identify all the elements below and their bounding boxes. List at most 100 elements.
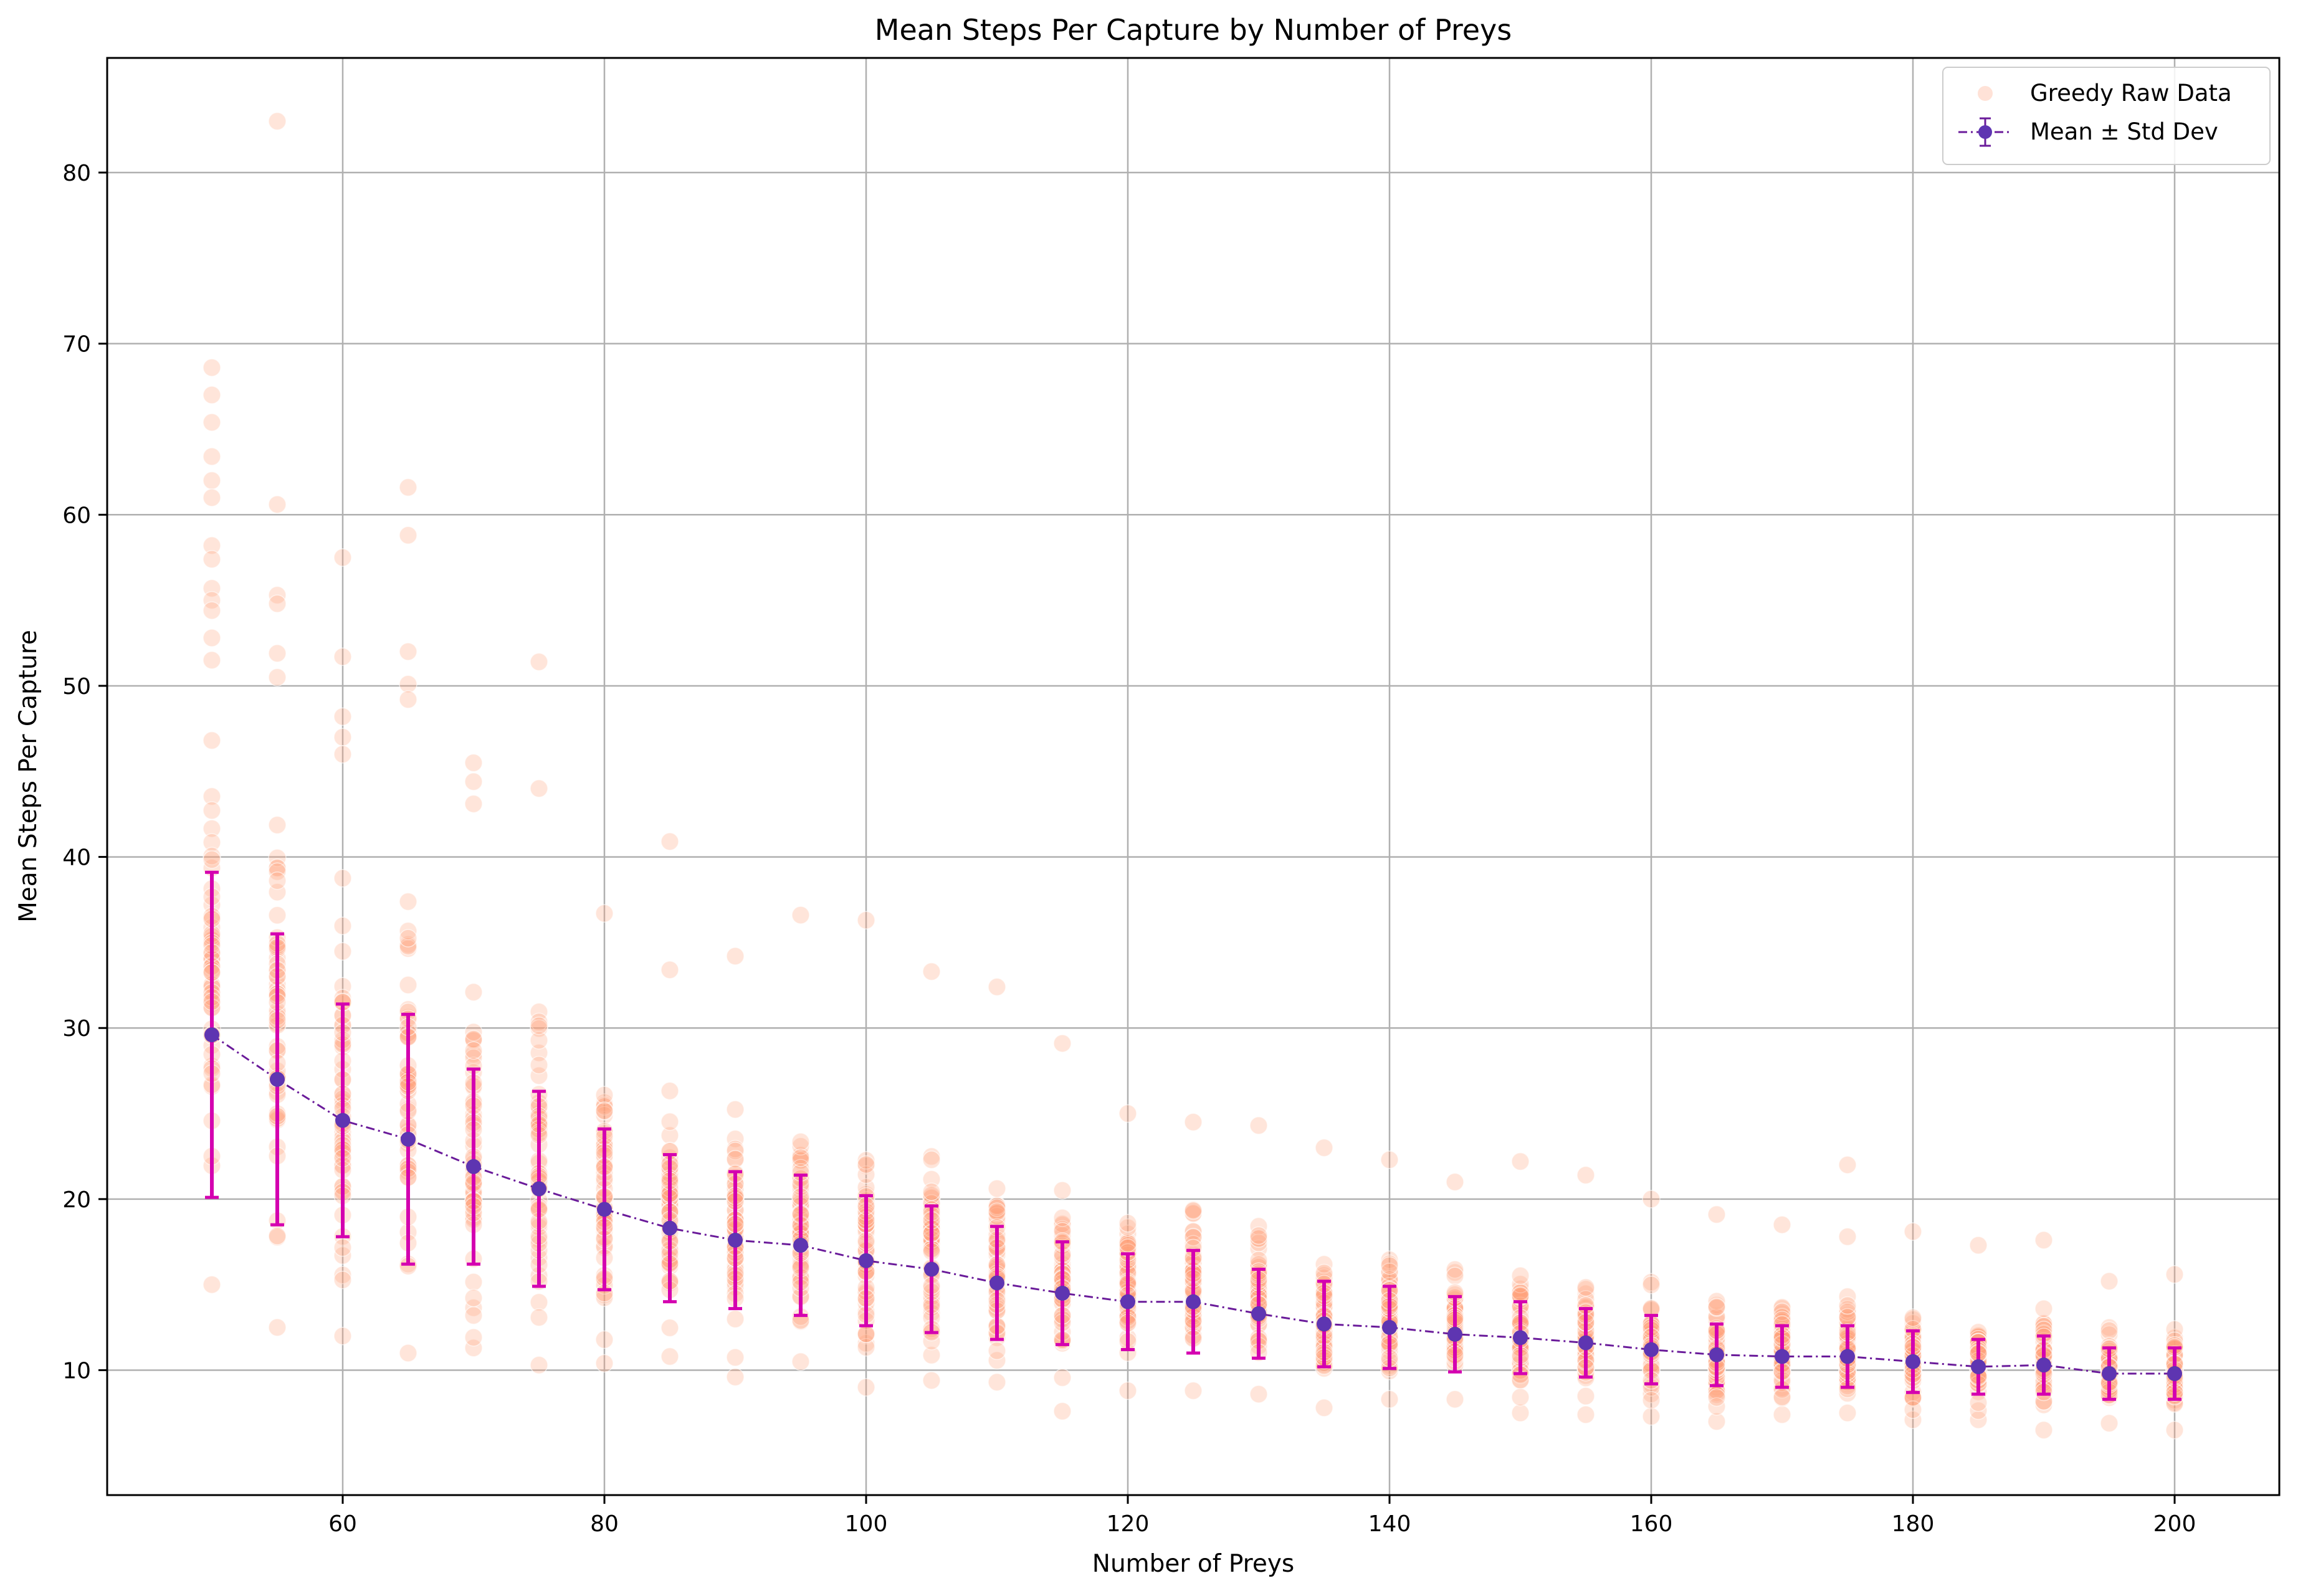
mean-point (1186, 1294, 1201, 1309)
raw-point (660, 961, 679, 979)
x-tick-label: 60 (328, 1511, 357, 1537)
raw-point (2165, 1265, 2184, 1284)
legend: Greedy Raw Data Mean ± Std Dev (1942, 67, 2271, 165)
legend-box (1942, 67, 2271, 165)
raw-point (988, 1341, 1006, 1361)
raw-point (203, 850, 221, 869)
raw-point (1184, 1201, 1203, 1220)
mean-point (793, 1238, 808, 1253)
y-tick-label: 40 (62, 845, 91, 871)
x-tick-label: 160 (1630, 1511, 1673, 1537)
raw-point (203, 488, 221, 507)
raw-point (595, 1330, 614, 1349)
raw-point (660, 1126, 679, 1145)
raw-point (530, 652, 548, 672)
y-tick-label: 70 (62, 332, 91, 358)
raw-point (399, 929, 417, 948)
mean-point (728, 1232, 743, 1248)
raw-point (203, 591, 221, 610)
raw-point (857, 911, 875, 929)
raw-point (857, 1155, 875, 1174)
raw-point (1184, 1381, 1203, 1400)
error-bars (205, 870, 2181, 1401)
mean-point (859, 1253, 874, 1268)
raw-point (333, 1270, 352, 1290)
raw-point (203, 801, 221, 820)
raw-point (464, 1041, 483, 1060)
x-tick-label: 120 (1107, 1511, 1150, 1537)
mean-point (2036, 1357, 2051, 1373)
raw-point (1249, 1385, 1268, 1404)
mean-point (1120, 1294, 1135, 1309)
mean-point (1317, 1316, 1332, 1332)
raw-point (595, 1354, 614, 1373)
raw-point (464, 1328, 483, 1347)
mean-point (1840, 1349, 1855, 1364)
raw-point (268, 668, 287, 686)
raw-point (1969, 1393, 1988, 1412)
x-tick-label: 80 (590, 1511, 619, 1537)
raw-point (1773, 1303, 1791, 1321)
raw-point (268, 815, 287, 835)
raw-point (857, 1338, 875, 1357)
raw-point (530, 1356, 548, 1375)
raw-point (464, 982, 483, 1002)
x-axis-ticks: 60 80 100 120 140 160 180 200 (328, 1495, 2196, 1537)
raw-point (988, 1179, 1006, 1198)
raw-point (333, 942, 352, 961)
raw-point (988, 1202, 1006, 1221)
raw-point (857, 1324, 875, 1344)
raw-point (399, 478, 417, 497)
mean-point (2102, 1366, 2117, 1382)
mean-point (1644, 1342, 1659, 1357)
raw-point (2034, 1420, 2053, 1440)
raw-point (333, 1326, 352, 1346)
y-tick-label: 10 (62, 1359, 91, 1384)
raw-point (2100, 1413, 2119, 1433)
raw-point (333, 1265, 352, 1285)
raw-point (268, 112, 287, 131)
raw-point (1446, 1390, 1464, 1408)
raw-point (203, 1275, 221, 1294)
raw-point (1446, 1260, 1464, 1279)
raw-point (1053, 1209, 1072, 1227)
mean-point (1578, 1335, 1593, 1351)
mean-point (1971, 1359, 1986, 1375)
mean-point (335, 1113, 350, 1128)
raw-point (333, 707, 352, 726)
raw-point (2034, 1299, 2053, 1318)
raw-point (530, 1066, 548, 1085)
mean-point (1055, 1285, 1070, 1301)
raw-point (1904, 1222, 1922, 1241)
raw-point (464, 772, 483, 791)
raw-point (1511, 1404, 1530, 1422)
raw-point (399, 526, 417, 545)
raw-point (203, 601, 221, 620)
raw-point (268, 644, 287, 663)
raw-point (1184, 1113, 1203, 1132)
raw-point (922, 1170, 941, 1189)
raw-point (1838, 1156, 1857, 1174)
raw-point (857, 1151, 875, 1170)
raw-point (203, 471, 221, 490)
raw-point (857, 1378, 875, 1397)
raw-point (464, 1306, 483, 1325)
raw-point (1707, 1388, 1726, 1407)
raw-point (268, 594, 287, 613)
legend-mean-marker (1978, 125, 1992, 139)
x-tick-label: 140 (1368, 1511, 1411, 1537)
raw-point (203, 731, 221, 750)
raw-point (988, 977, 1006, 997)
raw-point (399, 1344, 417, 1362)
x-tick-label: 200 (2153, 1511, 2196, 1537)
raw-point (399, 675, 417, 693)
raw-point (1576, 1405, 1595, 1424)
raw-point (464, 1030, 483, 1048)
raw-point (333, 1246, 352, 1265)
raw-point (530, 1012, 548, 1032)
raw-point (1315, 1399, 1333, 1417)
mean-point (1513, 1330, 1528, 1346)
mean-point (1905, 1354, 1920, 1369)
plot-frame (106, 57, 2281, 1496)
raw-point (1184, 1227, 1203, 1247)
